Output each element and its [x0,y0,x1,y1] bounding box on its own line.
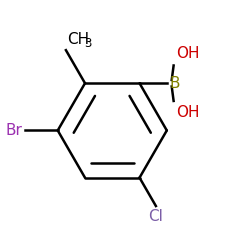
Text: Br: Br [6,123,22,138]
Text: CH: CH [67,32,90,48]
Text: OH: OH [176,46,200,62]
Text: OH: OH [176,105,200,120]
Text: Cl: Cl [148,209,163,224]
Text: 3: 3 [84,36,92,50]
Text: B: B [170,76,180,91]
